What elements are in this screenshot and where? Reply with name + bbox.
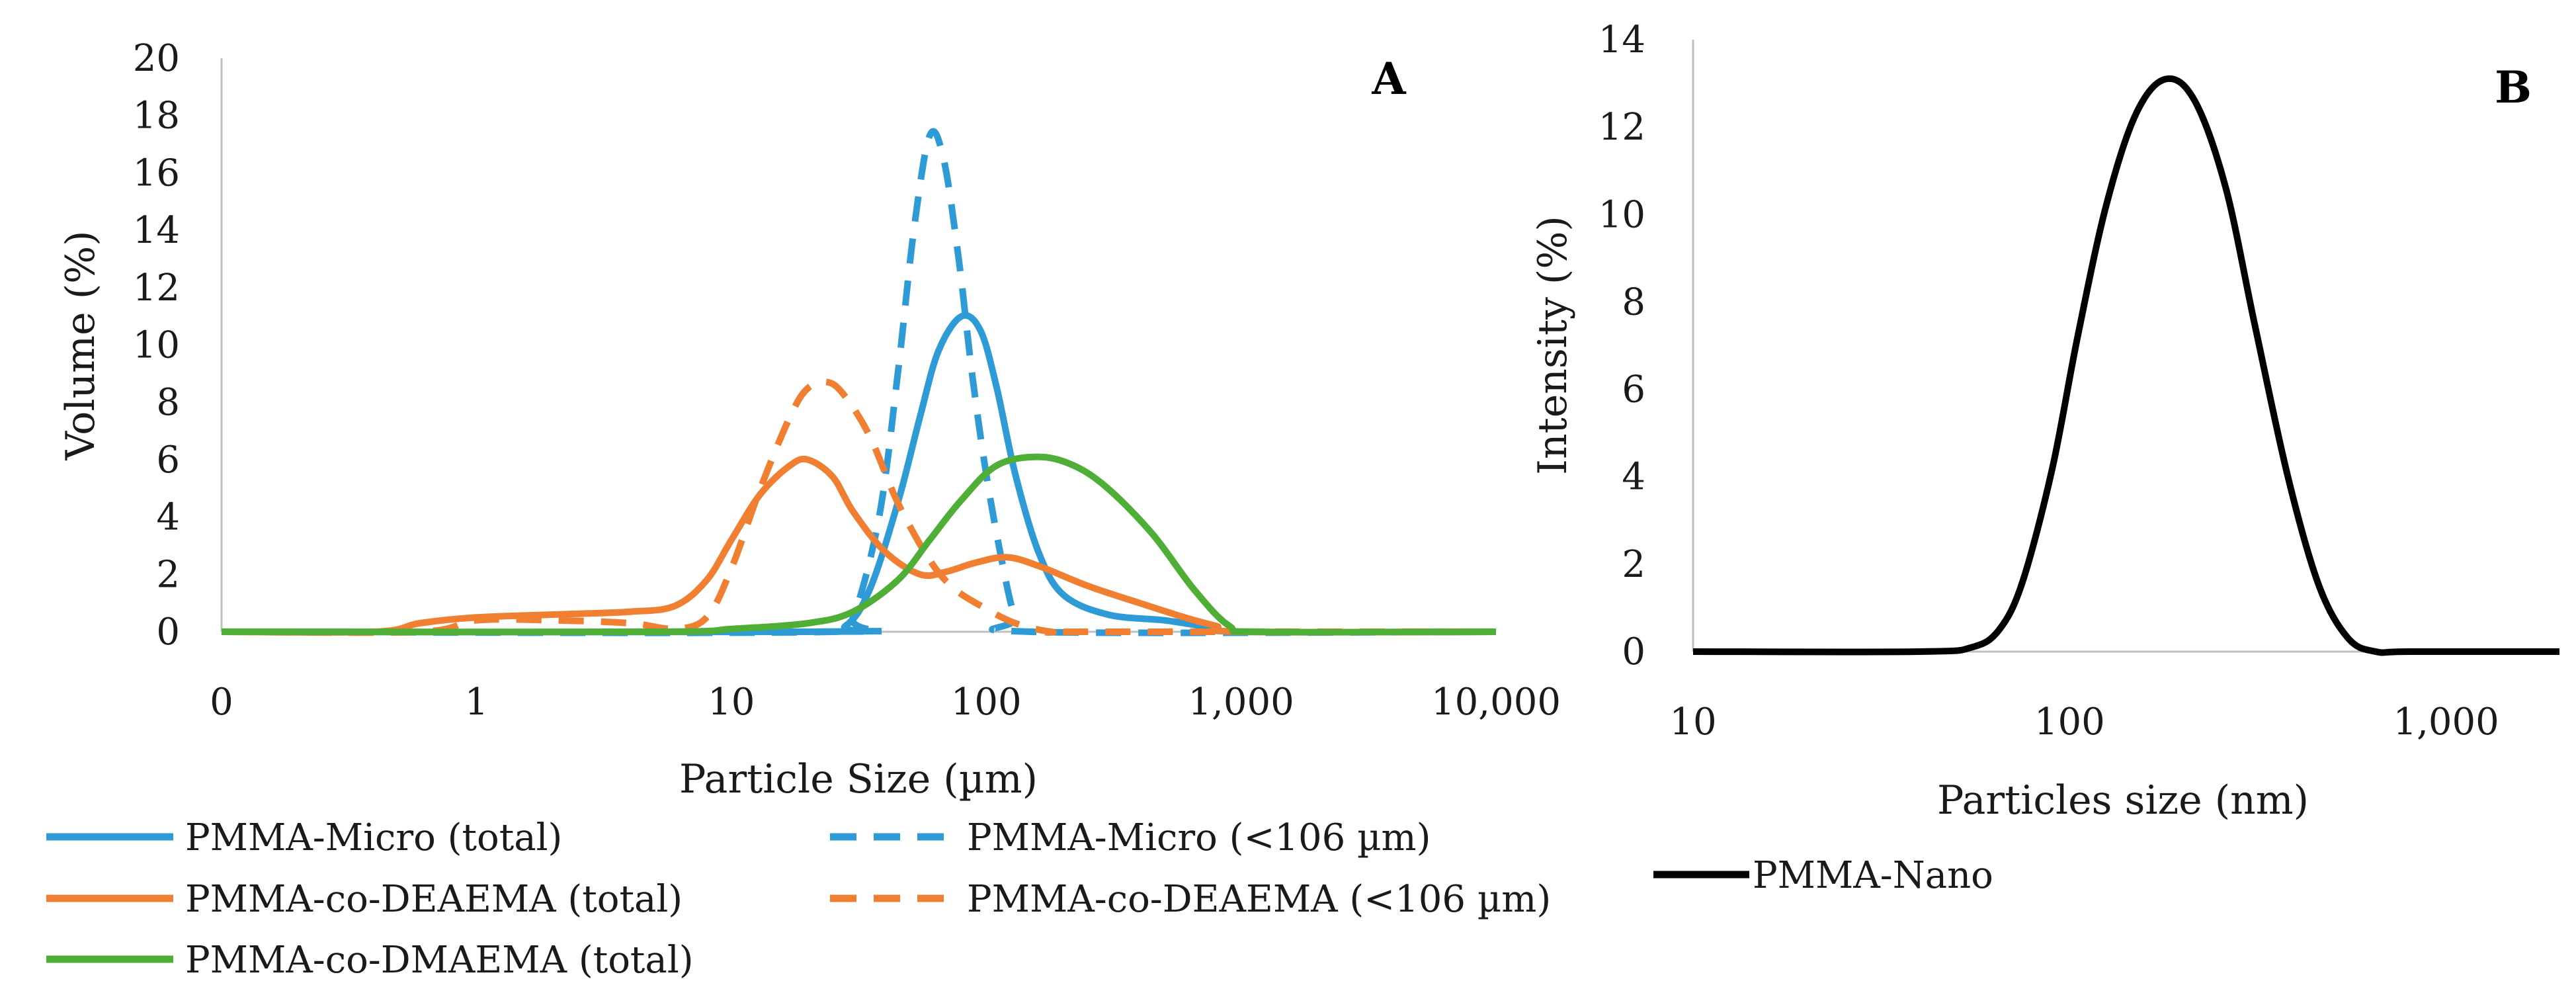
legend-item-pmma-co-dmaema-total: PMMA-co-DMAEMA (total) [46, 939, 694, 982]
panel-b-x-axis-title: Particles size (nm) [1937, 777, 2309, 824]
panel-a-x-tick-label: 10,000 [1431, 681, 1561, 724]
panel-a-y-axis-title: Volume (%) [58, 230, 104, 460]
legend-label-pmma-micro-lt106: PMMA-Micro (<106 µm) [967, 816, 1431, 859]
panel-a-y-tick-label: 4 [156, 496, 180, 539]
legend-label-pmma-co-deaema-total: PMMA-co-DEAEMA (total) [185, 878, 683, 921]
panel-a-x-tick-label: 1 [465, 681, 489, 724]
panel-b-y-tick-label: 6 [1622, 368, 1645, 411]
series-line-pmma-co-deaema-total [221, 455, 1497, 636]
panel-a-x-tick-label: 0 [210, 681, 233, 724]
legend-item-pmma-co-deaema-lt106: PMMA-co-DEAEMA (<106 µm) [830, 878, 1551, 921]
panel-b: 0 2 4 6 8 10 12 14 10 100 1,000 Intensity (%) Par… [1530, 19, 2559, 897]
panel-a-series [221, 128, 1497, 636]
legend-item-pmma-micro-lt106: PMMA-Micro (<106 µm) [830, 816, 1431, 859]
panel-b-x-tick-label: 10 [1669, 701, 1716, 744]
panel-a: 0 2 4 6 8 10 12 14 16 18 20 0 1 10 100 1,000 10,000 Vol… [46, 37, 1561, 982]
legend-item-pmma-co-deaema-total: PMMA-co-DEAEMA (total) [46, 878, 683, 921]
panel-a-y-tick-label: 8 [156, 381, 180, 424]
legend-item-pmma-micro-total: PMMA-Micro (total) [46, 816, 562, 859]
panel-b-y-tick-label: 0 [1622, 630, 1645, 673]
panel-a-x-axis-title: Particle Size (µm) [679, 756, 1038, 802]
series-line-pmma-micro-lt106-m [221, 128, 1497, 636]
panel-a-y-tick-label: 0 [156, 611, 180, 654]
series-line-pmma-co-deaema-lt106-m [221, 378, 1496, 636]
panel-b-y-ticks: 0 2 4 6 8 10 12 14 [1599, 19, 1645, 673]
panel-b-y-tick-label: 8 [1622, 280, 1645, 323]
panel-b-y-axis-title: Intensity (%) [1530, 216, 1576, 475]
panel-a-y-tick-label: 10 [133, 324, 180, 367]
panel-a-x-tick-label: 10 [708, 681, 755, 724]
panel-a-legend: PMMA-Micro (total) PMMA-Micro (<106 µm) … [46, 816, 1551, 982]
series-line-pmma-co-dmaema-total [221, 453, 1497, 636]
series-line-pmma-micro-total [221, 312, 1497, 636]
legend-label-pmma-nano: PMMA-Nano [1753, 854, 1993, 897]
panel-b-label: B [2495, 62, 2532, 113]
panel-a-y-tick-label: 6 [156, 439, 180, 482]
panel-a-y-tick-label: 20 [133, 37, 180, 80]
panel-b-series [1692, 75, 2559, 656]
panel-b-x-tick-label: 100 [2034, 701, 2105, 744]
panel-a-y-tick-label: 16 [133, 151, 180, 194]
panel-b-y-tick-label: 4 [1622, 456, 1645, 499]
panel-b-y-tick-label: 14 [1599, 19, 1645, 62]
panel-b-y-tick-label: 10 [1599, 193, 1645, 236]
series-line-pmma-nano [1692, 75, 2559, 656]
panel-a-y-tick-label: 18 [133, 95, 180, 138]
panel-a-y-tick-label: 2 [156, 553, 180, 596]
panel-a-label: A [1371, 53, 1406, 105]
panel-a-x-tick-label: 100 [951, 681, 1022, 724]
panel-a-y-tick-label: 14 [133, 209, 180, 252]
panel-b-y-tick-label: 12 [1599, 106, 1645, 149]
panel-b-y-tick-label: 2 [1622, 543, 1645, 586]
panel-a-x-ticks: 0 1 10 100 1,000 10,000 [210, 681, 1561, 724]
legend-label-pmma-micro-total: PMMA-Micro (total) [185, 816, 562, 859]
panel-b-x-ticks: 10 100 1,000 [1669, 701, 2499, 744]
panel-b-x-tick-label: 1,000 [2393, 701, 2499, 744]
panel-b-legend: PMMA-Nano [1653, 854, 1993, 897]
legend-label-pmma-co-dmaema-total: PMMA-co-DMAEMA (total) [185, 939, 694, 982]
panel-a-y-tick-label: 12 [133, 267, 180, 310]
panel-a-y-ticks: 0 2 4 6 8 10 12 14 16 18 20 [133, 37, 180, 654]
panel-a-x-tick-label: 1,000 [1188, 681, 1294, 724]
legend-label-pmma-co-deaema-lt106: PMMA-co-DEAEMA (<106 µm) [967, 878, 1551, 921]
